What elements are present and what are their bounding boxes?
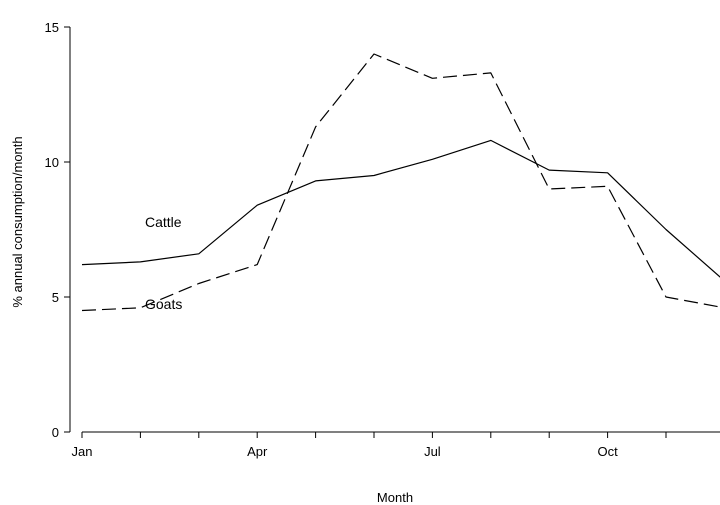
series-line-cattle	[81, 139, 720, 278]
axes	[69, 27, 720, 433]
y-axis-label: % annual consumption/month	[10, 136, 25, 307]
x-tick-label-oct: Oct	[597, 444, 618, 459]
series-label-cattle: Cattle	[145, 214, 182, 230]
y-tick-label-10: 10	[45, 155, 59, 170]
x-tick-label-jul: Jul	[424, 444, 441, 459]
tick-labels: 0 5 10 15 Jan Apr Jul Oct	[45, 20, 619, 459]
x-tick-label-apr: Apr	[247, 444, 268, 459]
y-tick-label-0: 0	[52, 425, 59, 440]
x-axis-label: Month	[377, 490, 413, 505]
y-tick-label-5: 5	[52, 290, 59, 305]
series-line-goats	[81, 53, 720, 312]
tick-marks	[64, 26, 667, 438]
data-series	[81, 53, 720, 312]
y-tick-label-15: 15	[45, 20, 59, 35]
x-tick-label-jan: Jan	[72, 444, 93, 459]
series-labels: Cattle Goats	[145, 214, 182, 312]
series-label-goats: Goats	[145, 296, 182, 312]
